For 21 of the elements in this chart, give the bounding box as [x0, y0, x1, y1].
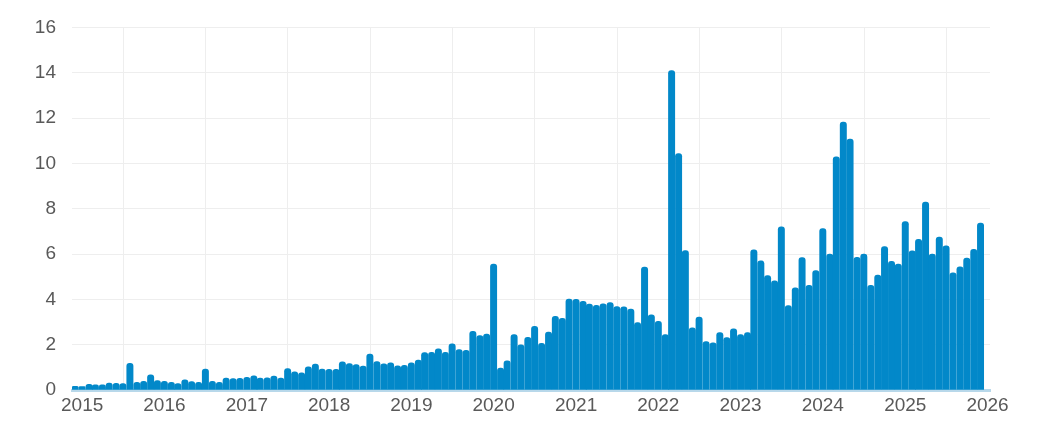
x-tick-label: 2021	[554, 393, 598, 415]
x-tick-label: 2017	[225, 393, 268, 415]
y-tick-label: 14	[34, 60, 57, 82]
y-tick-label: 6	[45, 242, 56, 264]
x-tick-label: 2025	[884, 393, 927, 415]
x-tick-label: 2018	[307, 393, 351, 415]
x-tick-label: 2019	[390, 393, 433, 415]
x-tick-label: 2022	[637, 393, 680, 415]
y-tick-label: 16	[34, 15, 56, 37]
x-tick-label: 2020	[472, 393, 515, 415]
y-tick-label: 8	[45, 196, 56, 218]
y-tick-label: 12	[34, 106, 56, 128]
y-tick-label: 4	[45, 287, 57, 309]
y-tick-label: 10	[34, 151, 56, 173]
y-tick-label: 2	[45, 332, 56, 354]
x-tick-label: 2015	[61, 393, 104, 415]
x-tick-label: 2016	[143, 393, 186, 415]
x-tick-label: 2024	[801, 393, 845, 415]
x-tick-label: 2026	[966, 393, 1009, 415]
x-tick-label: 2023	[719, 393, 762, 415]
y-tick-label: 0	[45, 378, 56, 400]
